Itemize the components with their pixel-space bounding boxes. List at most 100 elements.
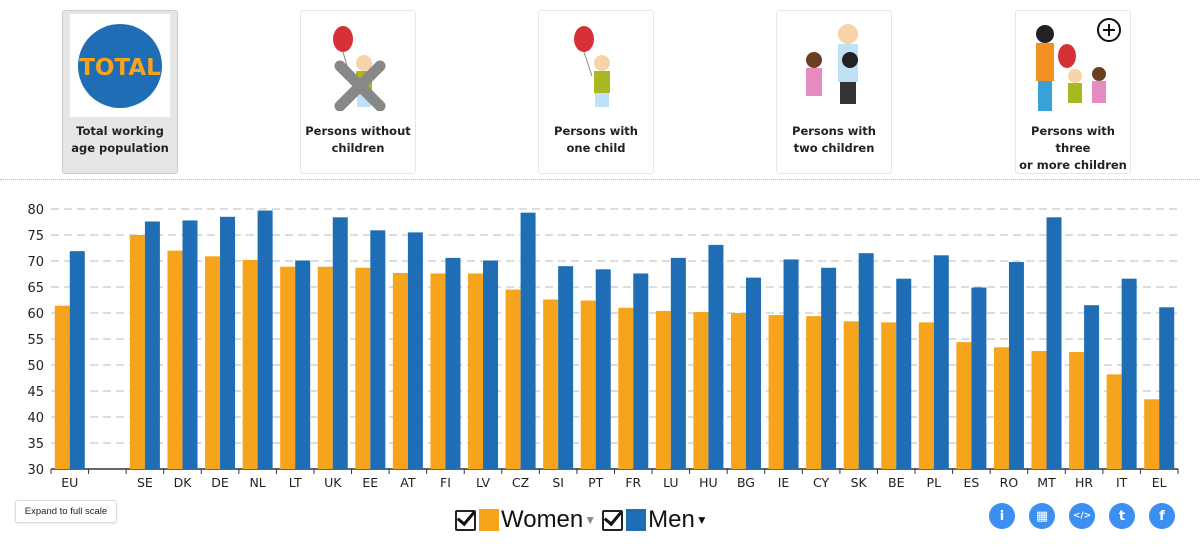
bar-women-SE <box>129 235 145 469</box>
checkbox-icon[interactable] <box>455 509 476 531</box>
y-tick-label: 45 <box>27 385 44 400</box>
bar-women-LU <box>655 310 671 469</box>
bar-men-FR <box>633 273 649 469</box>
bar-women-FR <box>618 307 634 469</box>
x-tick-label: SE <box>137 475 153 490</box>
y-tick-label: 55 <box>27 333 44 348</box>
tile-label: Persons with three or more children <box>1019 124 1127 172</box>
bar-men-SE <box>144 221 160 469</box>
bar-women-CY <box>806 316 822 469</box>
bar-women-ES <box>956 342 972 469</box>
bar-men-CZ <box>520 212 536 469</box>
y-tick-label: 65 <box>27 281 44 296</box>
x-tick-label: FR <box>625 475 641 490</box>
bar-men-MT <box>1046 217 1062 469</box>
bar-men-ES <box>971 287 987 469</box>
x-tick-label: HR <box>1075 475 1093 490</box>
x-tick-label: IT <box>1116 475 1128 490</box>
tile-total[interactable]: TOTAL Total working age population <box>62 10 178 174</box>
bar-men-EL <box>1159 307 1175 469</box>
legend-item-women[interactable]: Women ▼ <box>455 506 596 534</box>
x-tick-label: LT <box>289 475 302 490</box>
y-tick-label: 75 <box>27 229 44 244</box>
x-tick-label: UK <box>324 475 342 490</box>
y-tick-label: 50 <box>27 359 44 374</box>
bar-women-IE <box>768 315 784 469</box>
bar-men-IE <box>783 259 799 469</box>
bar-men-HR <box>1084 305 1100 469</box>
bar-men-BG <box>745 277 761 469</box>
bar-men-DK <box>182 220 198 469</box>
bar-women-UK <box>317 266 333 469</box>
bar-men-EU <box>69 251 85 469</box>
bar-women-LV <box>468 273 484 469</box>
x-tick-label: DK <box>174 475 193 490</box>
legend: Women ▼ Men ▼ <box>455 506 714 534</box>
x-tick-label: EL <box>1152 475 1167 490</box>
y-tick-label: 40 <box>27 411 44 426</box>
bar-men-HU <box>708 244 724 469</box>
bar-women-EL <box>1144 399 1160 469</box>
bar-women-HR <box>1069 352 1085 469</box>
bar-women-DK <box>167 250 183 469</box>
bar-women-EU <box>54 305 70 469</box>
bar-men-RO <box>1008 262 1024 469</box>
bar-men-AT <box>407 232 423 469</box>
tile-three-children[interactable]: Persons with three or more children <box>1015 10 1131 174</box>
x-tick-label: AT <box>400 475 416 490</box>
svg-text:TOTAL: TOTAL <box>79 55 161 81</box>
x-tick-label: NL <box>249 475 265 490</box>
bar-men-FI <box>445 257 461 469</box>
bar-women-CZ <box>505 289 521 469</box>
legend-label: Women <box>501 506 584 533</box>
caret-down-icon[interactable]: ▼ <box>695 513 708 527</box>
two-children-icon <box>806 24 858 104</box>
bar-women-SK <box>843 321 859 469</box>
x-tick-label: ES <box>963 475 979 490</box>
twitter-icon[interactable]: t <box>1109 503 1135 529</box>
tile-label: Persons with one child <box>554 124 638 155</box>
x-tick-label: MT <box>1037 475 1056 490</box>
tile-label: Total working age population <box>71 124 169 155</box>
tile-two-children[interactable]: Persons with two children <box>776 10 892 174</box>
bar-women-LT <box>280 266 296 469</box>
total-badge-icon: TOTAL <box>78 23 162 108</box>
embed-icon[interactable]: </> <box>1069 503 1095 529</box>
x-tick-label: CY <box>813 475 830 490</box>
info-icon[interactable]: i <box>989 503 1015 529</box>
x-tick-label: RO <box>1000 475 1019 490</box>
bar-men-BE <box>896 278 912 469</box>
x-tick-label: PT <box>588 475 604 490</box>
y-tick-label: 35 <box>27 437 44 452</box>
legend-label: Men <box>648 506 695 533</box>
x-tick-label: FI <box>440 475 451 490</box>
bar-men-CY <box>821 267 837 469</box>
legend-swatch <box>626 509 647 531</box>
tile-one-child[interactable]: Persons with one child <box>538 10 654 174</box>
y-tick-label: 80 <box>27 203 44 218</box>
tile-no-children[interactable]: Persons without children <box>300 10 416 174</box>
caret-down-icon[interactable]: ▼ <box>584 513 597 527</box>
y-tick-label: 70 <box>27 255 44 270</box>
share-toolbar: i ▦ </> t f <box>989 503 1175 529</box>
facebook-icon[interactable]: f <box>1149 503 1175 529</box>
table-icon[interactable]: ▦ <box>1029 503 1055 529</box>
bar-women-BG <box>730 313 746 469</box>
x-tick-label: CZ <box>512 475 529 490</box>
x-tick-label: SK <box>851 475 868 490</box>
bar-women-IT <box>1106 374 1122 469</box>
bar-women-PL <box>918 322 934 469</box>
three-children-icon <box>1036 17 1121 111</box>
checkbox-icon[interactable] <box>602 509 624 531</box>
x-tick-label: PL <box>927 475 942 490</box>
legend-item-men[interactable]: Men ▼ <box>602 506 708 534</box>
bar-men-LV <box>483 260 499 469</box>
bar-men-SK <box>858 253 874 469</box>
bar-women-DE <box>205 256 221 469</box>
expand-full-scale-button[interactable]: Expand to full scale <box>15 500 117 523</box>
bar-women-NL <box>242 259 258 469</box>
bar-men-DE <box>220 216 236 469</box>
tile-label: Persons with two children <box>792 124 876 155</box>
one-child-icon <box>574 25 610 107</box>
bar-men-PL <box>933 255 949 469</box>
